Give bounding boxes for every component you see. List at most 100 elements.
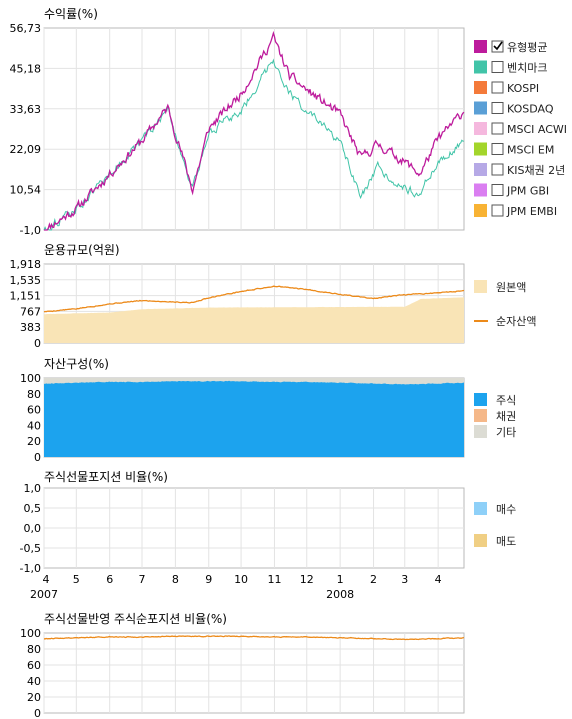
asset-allocation-panel-y-ticks: 100 80 60 40 20 0 <box>20 372 41 464</box>
y-tick-label: 1,918 <box>10 258 42 271</box>
x-tick-label: 9 <box>205 573 212 586</box>
plot-frame <box>43 632 465 714</box>
net-position-panel-grid <box>43 632 465 714</box>
legend-swatch <box>474 393 487 406</box>
legend-checkbox[interactable] <box>491 184 504 196</box>
fund-size-panel-y-ticks: 1,918 1,535 1,151 767 383 0 <box>10 258 42 350</box>
legend-swatch <box>474 204 487 217</box>
legend-label: 채권 <box>496 410 516 423</box>
y-tick-label: 0,5 <box>24 502 42 515</box>
net-position-panel-y-ticks: 100 80 60 40 20 0 <box>20 627 41 719</box>
legend-checkbox[interactable] <box>491 204 504 217</box>
legend-label: 유형평균 <box>507 41 547 54</box>
legend-swatch <box>474 60 487 74</box>
legend-label: 기타 <box>496 426 516 439</box>
y-tick-label: 40 <box>27 419 41 432</box>
legend-swatch <box>474 409 487 422</box>
net-position-line <box>43 635 465 641</box>
x-tick-label: 3 <box>401 573 408 586</box>
y-tick-label: 80 <box>27 643 41 656</box>
y-tick-label: 100 <box>20 372 41 385</box>
x-tick-label: 7 <box>139 573 146 586</box>
y-tick-label: 1,151 <box>10 290 42 303</box>
legend-swatch <box>474 534 487 547</box>
legend-checkbox[interactable] <box>491 40 504 53</box>
legend-checkbox[interactable] <box>491 143 504 155</box>
y-tick-label: 0 <box>34 451 41 464</box>
x-tick-label: 6 <box>106 573 113 586</box>
y-tick-label: 80 <box>27 388 41 401</box>
y-tick-label: 60 <box>27 659 41 672</box>
net-position-panel-title: 주식선물반영 주식순포지션 비율(%) <box>44 612 227 626</box>
y-tick-label: 60 <box>27 404 41 417</box>
x-tick-label: 10 <box>234 573 248 586</box>
y-tick-label: 40 <box>27 675 41 688</box>
y-tick-label: 20 <box>27 691 41 704</box>
legend-label: JPM GBI <box>506 185 549 198</box>
legend-swatch <box>474 183 487 197</box>
y-tick-label: -1,0 <box>20 224 41 237</box>
legend-checkbox[interactable] <box>491 61 504 73</box>
x-tick-label: 4 <box>435 573 442 586</box>
x-tick-label: 5 <box>73 573 80 586</box>
y-tick-label: -0,5 <box>20 542 41 555</box>
net-asset-line <box>43 285 465 313</box>
net-position-panel-lines <box>43 635 465 641</box>
legend-checkbox[interactable] <box>491 122 504 135</box>
y-tick-label: 0 <box>34 707 41 719</box>
legend-label: KOSPI <box>507 82 539 95</box>
legend-label: 매수 <box>496 503 516 516</box>
x-tick-label: 11 <box>267 573 281 586</box>
net-position-panel: 주식선물반영 주식순포지션 비율(%) 100 80 60 40 20 0 <box>20 612 465 719</box>
y-tick-label: 10,54 <box>10 184 42 197</box>
return-panel-title: 수익률(%) <box>44 7 98 21</box>
asset-allocation-panel-marks <box>44 378 464 457</box>
legend-label: 매도 <box>496 535 516 548</box>
principal-area <box>44 297 464 343</box>
series-line-category-average <box>44 30 465 231</box>
fund-size-panel-title: 운용규모(억원) <box>44 243 120 257</box>
x-tick-label: 8 <box>172 573 179 586</box>
legend-label: MSCI ACWI <box>507 123 567 136</box>
y-tick-label: 1,535 <box>10 274 42 287</box>
y-tick-label: 56,73 <box>10 22 42 35</box>
legend-swatch <box>474 280 487 293</box>
checkmark-icon <box>493 41 503 51</box>
legend-swatch <box>474 425 487 438</box>
legend-label: 주식 <box>496 394 516 407</box>
legend-checkbox[interactable] <box>491 163 504 176</box>
return-panel-y-ticks: 56,73 45,18 33,63 22,09 10,54 -1,0 <box>10 22 42 237</box>
x-tick-label: 1 <box>337 573 344 586</box>
futures-position-panel-title: 주식선물포지션 비율(%) <box>44 470 168 484</box>
y-tick-label: 100 <box>20 627 41 640</box>
legend-swatch <box>474 142 487 156</box>
futures-position-panel-y-ticks: 1,0 0,5 0,0 -0,5 -1,0 <box>20 482 41 575</box>
plot-frame <box>43 27 465 231</box>
legend-swatch <box>474 122 487 135</box>
return-panel-lines <box>43 30 465 231</box>
legend-label: 벤치마크 <box>507 62 547 75</box>
y-tick-label: 1,0 <box>24 482 42 495</box>
y-tick-label: 20 <box>27 435 41 448</box>
x-tick-label: 2 <box>370 573 377 586</box>
y-tick-label: 45,18 <box>10 62 42 75</box>
y-tick-label: -1,0 <box>20 562 41 575</box>
fund-size-panel-marks <box>43 285 465 343</box>
legend-swatch <box>474 40 487 53</box>
legend-swatch <box>474 163 487 176</box>
y-tick-label: 0,0 <box>24 522 42 535</box>
legend-checkbox[interactable] <box>491 102 504 114</box>
legend-swatch <box>474 81 487 94</box>
legend-checkbox[interactable] <box>491 81 504 94</box>
y-tick-label: 0 <box>34 337 41 350</box>
stock-area <box>44 380 464 457</box>
legend-label: MSCI EM <box>507 144 554 157</box>
legend-label: 순자산액 <box>496 315 536 328</box>
